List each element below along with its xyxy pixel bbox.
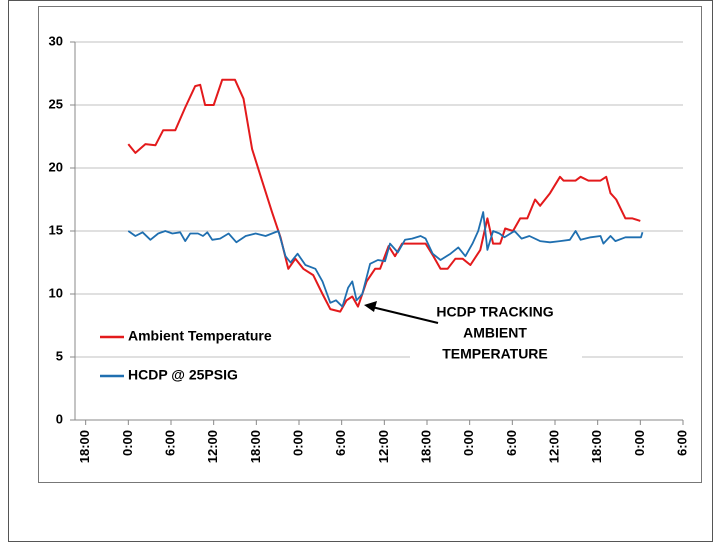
y-tick-label: 10 (49, 285, 63, 300)
legend-bg (96, 327, 296, 347)
series-line (127, 78, 641, 313)
legend-label: HCDP @ 25PSIG (128, 367, 238, 383)
grid: 0 5 10 15 20 25 30 18:00 0:00 6:00 12:00 18:00 0:00 6… (49, 33, 690, 463)
y-tick-label: 30 (49, 33, 63, 48)
y-tick-label: 15 (49, 222, 63, 237)
outer-frame (8, 0, 713, 542)
series-line (127, 211, 644, 308)
y-tick-label: 25 (49, 96, 63, 111)
y-tick-label: 5 (56, 348, 63, 363)
chart-frame (38, 6, 702, 483)
annotation-arrowhead (364, 301, 377, 312)
x-tick-label: 18:00 (77, 430, 92, 463)
x-tick-label: 6:00 (333, 430, 348, 456)
y-tick-label: 0 (56, 411, 63, 426)
overlays: Ambient Temperature HCDP @ 25PSIG HCDP TRA… (96, 300, 582, 386)
x-tick-label: 12:00 (546, 430, 561, 463)
x-tick-label: 0:00 (290, 430, 305, 456)
x-tick-label: 12:00 (205, 430, 220, 463)
x-tick-label: 0:00 (120, 430, 135, 456)
x-tick-label: 6:00 (674, 430, 689, 456)
legend-bg (96, 366, 296, 386)
x-tick-label: 18:00 (418, 430, 433, 463)
x-tick-label: 12:00 (376, 430, 391, 463)
x-tick-label: 18:00 (589, 430, 604, 463)
x-tick-label: 0:00 (461, 430, 476, 456)
annotation-text: HCDP TRACKING (436, 304, 553, 320)
lines (127, 78, 644, 313)
y-tick-label: 20 (49, 159, 63, 174)
annotation-text: TEMPERATURE (442, 346, 548, 362)
x-tick-label: 0:00 (632, 430, 647, 456)
annotation-bg (410, 300, 582, 368)
annotation-text: AMBIENT (463, 325, 527, 341)
legend-label: Ambient Temperature (128, 328, 272, 344)
x-tick-label: 6:00 (162, 430, 177, 456)
x-tick-label: 18:00 (248, 430, 263, 463)
x-tick-label: 6:00 (504, 430, 519, 456)
annotation-arrow (371, 306, 439, 324)
